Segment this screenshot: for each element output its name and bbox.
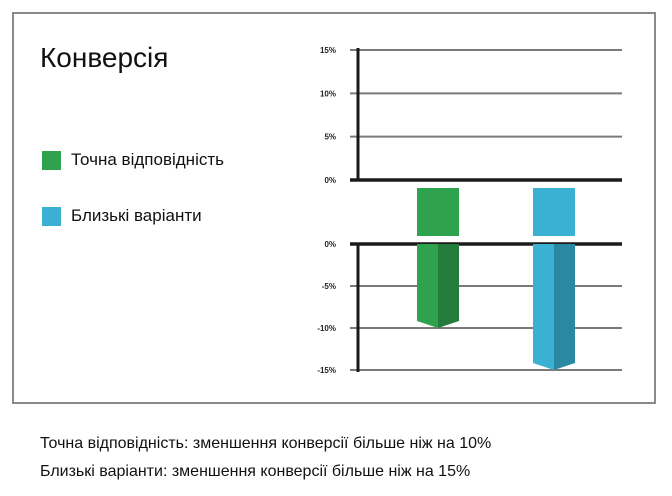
bar-1-front — [417, 244, 438, 328]
tick-label-upper-0: 15% — [320, 46, 336, 55]
note-exact-match: Точна відповідність: зменшення конверсії… — [40, 435, 492, 452]
legend-item-close-variants: Близькі варіанти — [42, 206, 202, 226]
chart-plot: 15% 10% 5% 0% 0% -5% -10% -15% — [317, 46, 622, 375]
legend-label-exact-match: Точна відповідність — [71, 150, 224, 169]
legend-label-close-variants: Близькі варіанти — [71, 206, 202, 225]
note-close-variants: Близькі варіанти: зменшення конверсії бі… — [40, 463, 471, 480]
chart-title: Конверсія — [40, 42, 169, 73]
bar-1-side — [438, 244, 459, 328]
tick-label-upper-2: 5% — [324, 133, 336, 142]
bar-2-front — [533, 244, 554, 370]
tick-label-lower-1: -5% — [322, 282, 336, 291]
notes: Точна відповідність: зменшення конверсії… — [40, 430, 491, 486]
bar-2-side — [554, 244, 575, 370]
legend-swatch-close-variants — [42, 206, 61, 226]
tick-label-lower-0: 0% — [324, 240, 336, 249]
tick-label-upper-1: 10% — [320, 89, 336, 98]
chart-card: Конверсія Точна відповідність Близькі ва… — [12, 12, 656, 404]
tick-label-lower-3: -15% — [317, 366, 336, 375]
bar-top-block-1 — [417, 188, 459, 236]
legend-swatch-exact-match — [42, 150, 61, 170]
tick-label-upper-3: 0% — [324, 176, 336, 185]
tick-label-lower-2: -10% — [317, 324, 336, 333]
legend-item-exact-match: Точна відповідність — [42, 150, 224, 170]
bar-top-block-2 — [533, 188, 575, 236]
